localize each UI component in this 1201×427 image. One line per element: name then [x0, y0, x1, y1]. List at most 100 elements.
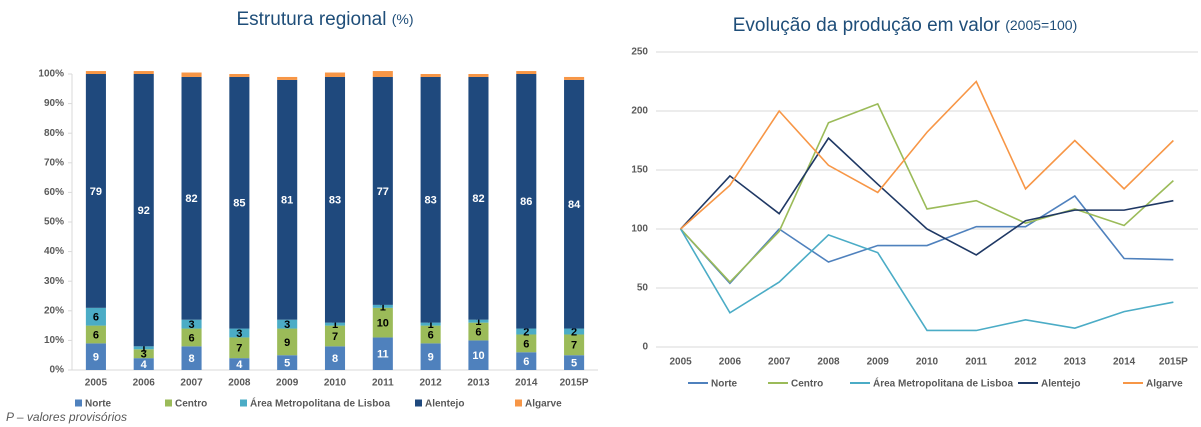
x-tick-label: 2015P — [1159, 357, 1188, 368]
bar-segment — [229, 76, 250, 329]
x-tick-label: 2006 — [719, 357, 742, 368]
bar-segment — [564, 76, 585, 80]
bar-segment — [324, 325, 346, 347]
x-tick-label: 2011 — [965, 357, 987, 368]
value-label: 6 — [428, 329, 434, 341]
x-tick-label: 2015P — [560, 378, 589, 389]
bar-segment — [420, 343, 441, 370]
value-label: 6 — [523, 338, 529, 350]
title-note: (2005=100) — [1005, 17, 1077, 33]
value-label: 7 — [571, 340, 577, 352]
bar-segment — [516, 74, 537, 329]
bar-segment — [181, 346, 202, 370]
y-tick-label: 40% — [44, 246, 64, 257]
legend-label: Área Metropolitana de Lisboa — [873, 377, 1013, 390]
bar-segment — [181, 72, 202, 77]
value-label: 83 — [329, 195, 341, 207]
value-label: 77 — [377, 186, 389, 198]
bar-segment — [85, 325, 106, 344]
value-label: 6 — [188, 332, 194, 344]
value-label: 10 — [472, 350, 484, 362]
x-tick-label: 2012 — [1014, 357, 1037, 368]
y-tick-label: 150 — [631, 165, 648, 176]
value-label: 1 — [380, 301, 386, 313]
title-text: Estrutura regional — [236, 9, 386, 30]
x-tick-label: 2013 — [1064, 357, 1087, 368]
value-label: 9 — [428, 352, 434, 364]
x-tick-label: 2009 — [276, 378, 299, 389]
value-label: 1 — [332, 319, 338, 331]
bar-segment — [324, 76, 346, 323]
y-tick-label: 50% — [44, 217, 64, 228]
bar-segment — [420, 74, 441, 77]
value-label: 6 — [523, 356, 529, 368]
x-tick-label: 2008 — [817, 357, 840, 368]
legend-swatch — [515, 399, 522, 407]
value-label: 1 — [475, 316, 481, 328]
bar-segment — [420, 325, 441, 344]
footnote: P – valores provisórios — [6, 410, 127, 424]
legend-label: Norte — [85, 399, 112, 410]
bar-segment — [133, 71, 154, 74]
bar-segment — [324, 346, 346, 370]
bar-segment — [468, 76, 489, 320]
bar-segment — [85, 74, 106, 308]
value-label: 84 — [568, 199, 581, 211]
bar-segment — [564, 334, 585, 356]
value-label: 2 — [523, 326, 529, 338]
bar-segment — [229, 74, 250, 77]
y-tick-label: 0 — [642, 342, 648, 353]
y-tick-label: 50 — [637, 283, 649, 294]
value-label: 6 — [93, 312, 99, 324]
y-tick-label: 70% — [44, 157, 64, 168]
y-tick-label: 200 — [631, 106, 648, 117]
bar-segment — [468, 322, 489, 341]
bar-segment — [85, 71, 106, 74]
title-text: Evolução da produção em valor — [733, 15, 1001, 36]
bar-segment — [277, 319, 298, 329]
bar-segment — [372, 71, 393, 77]
x-tick-label: 2007 — [768, 357, 791, 368]
x-tick-label: 2007 — [180, 378, 203, 389]
bar-segment — [133, 358, 154, 370]
bar-segment — [133, 346, 154, 350]
value-label: 83 — [425, 195, 437, 207]
x-tick-label: 2011 — [372, 378, 394, 389]
legend-label: Alentejo — [1041, 379, 1080, 390]
bar-segment — [372, 307, 393, 338]
value-label: 5 — [571, 358, 577, 370]
value-label: 7 — [236, 343, 242, 355]
bar-segment — [516, 71, 537, 74]
y-tick-label: 60% — [44, 187, 64, 198]
bar-segment — [372, 304, 393, 308]
value-label: 86 — [520, 196, 532, 208]
value-label: 79 — [90, 186, 102, 198]
bar-segment — [181, 319, 202, 329]
value-label: 8 — [332, 353, 338, 365]
bar-segment — [420, 322, 441, 326]
x-tick-label: 2005 — [670, 357, 693, 368]
y-tick-label: 10% — [44, 335, 64, 346]
value-label: 4 — [236, 359, 243, 371]
bar-segment — [564, 355, 585, 370]
bar-segment — [468, 74, 489, 77]
line-series — [680, 102, 1174, 284]
value-label: 92 — [138, 205, 150, 217]
value-label: 81 — [281, 195, 293, 207]
value-label: 5 — [284, 358, 290, 370]
value-label: 1 — [428, 319, 434, 331]
bar-segment — [133, 349, 154, 359]
value-label: 7 — [332, 331, 338, 343]
bar-segment — [277, 328, 298, 356]
value-label: 10 — [377, 318, 389, 330]
value-label: 1 — [141, 343, 147, 355]
x-tick-label: 2012 — [420, 378, 443, 389]
legend-label: Alentejo — [425, 399, 464, 410]
value-label: 3 — [284, 319, 290, 331]
legend-label: Centro — [791, 379, 823, 390]
legend-label: Centro — [175, 399, 207, 410]
bar-segment — [516, 328, 537, 335]
bar-segment — [277, 355, 298, 370]
bar-segment — [468, 340, 489, 370]
